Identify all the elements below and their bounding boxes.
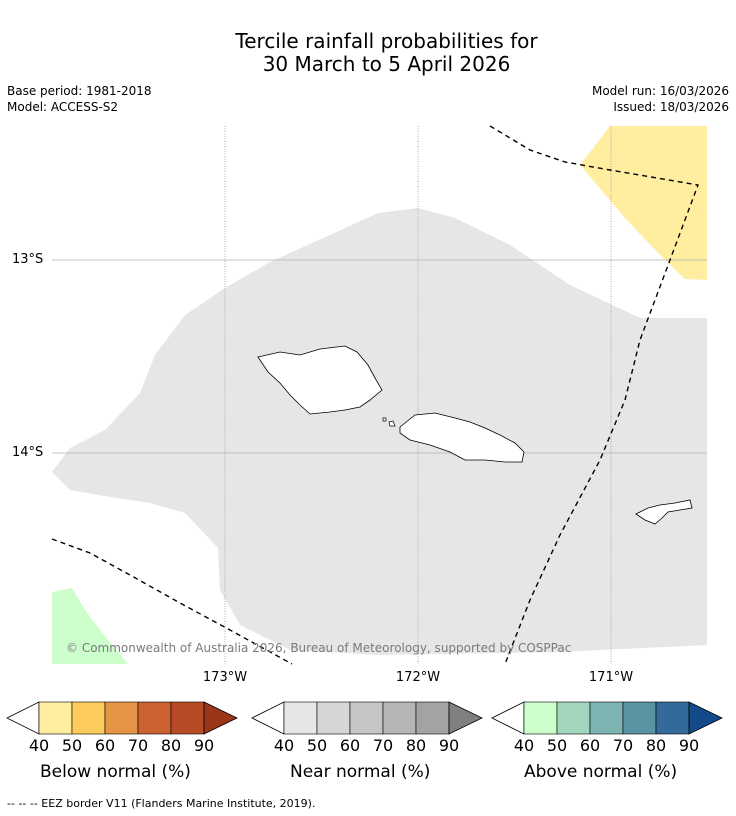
above-tick-label: 60 xyxy=(579,736,601,755)
above-colorbar-segment xyxy=(523,701,558,735)
near-tick-label: 60 xyxy=(339,736,361,755)
upolu-island-outline xyxy=(399,412,525,463)
lon-label-171w: 171°W xyxy=(588,670,634,685)
below-tick-label: 40 xyxy=(28,736,50,755)
near-colorbar-right-extend xyxy=(448,701,483,735)
meta-right: Model run: 16/03/2026 Issued: 18/03/2026 xyxy=(592,83,729,115)
eez-footnote: -- -- -- EEZ border V11 (Flanders Marine… xyxy=(7,797,316,810)
below-colorbar-segment xyxy=(71,701,106,735)
near-tick-label: 50 xyxy=(306,736,328,755)
below-tick-label: 90 xyxy=(193,736,215,755)
savaii-island-outline xyxy=(257,345,383,415)
copyright-notice: © Commonwealth of Australia 2026, Bureau… xyxy=(66,641,572,655)
above-colorbar-segment xyxy=(622,701,657,735)
below-colorbar-right-extend xyxy=(203,701,238,735)
lon-label-172w: 172°W xyxy=(395,670,441,685)
near-tick-label: 80 xyxy=(405,736,427,755)
lat-label-13s: 13°S xyxy=(12,252,44,267)
model-run: Model run: 16/03/2026 xyxy=(591,84,729,98)
near-tick-label: 90 xyxy=(438,736,460,755)
title-line-2: 30 March to 5 April 2026 xyxy=(262,52,511,76)
apolima-islet xyxy=(382,417,387,422)
below-normal-region xyxy=(580,126,707,280)
above-colorbar-segment xyxy=(589,701,624,735)
below-tick-label: 80 xyxy=(160,736,182,755)
near-colorbar-segment xyxy=(382,701,417,735)
lat-label-14s: 14°S xyxy=(12,445,44,460)
above-normal-region xyxy=(52,588,128,664)
below-tick-label: 70 xyxy=(127,736,149,755)
eez-border-north xyxy=(489,125,699,665)
below-colorbar-segment xyxy=(137,701,172,735)
issued-date: Issued: 18/03/2026 xyxy=(613,100,729,114)
title-line-1: Tercile rainfall probabilities for xyxy=(235,29,538,53)
below-normal-label: Below normal (%) xyxy=(40,762,191,782)
above-colorbar-right-extend xyxy=(688,701,723,735)
above-tick-label: 90 xyxy=(678,736,700,755)
below-colorbar-segment xyxy=(38,701,73,735)
above-normal-label: Above normal (%) xyxy=(524,762,678,782)
near-normal-label: Near normal (%) xyxy=(290,762,431,782)
below-colorbar-segment xyxy=(170,701,205,735)
meta-left: Base period: 1981-2018 Model: ACCESS-S2 xyxy=(7,83,152,115)
near-tick-label: 40 xyxy=(273,736,295,755)
above-tick-label: 40 xyxy=(513,736,535,755)
colorbar-near-normal xyxy=(251,701,483,735)
near-colorbar-segment xyxy=(415,701,450,735)
below-colorbar-segment xyxy=(104,701,139,735)
above-colorbar-segment xyxy=(556,701,591,735)
near-tick-label: 70 xyxy=(372,736,394,755)
near-colorbar-left-extend xyxy=(251,701,285,735)
below-tick-label: 60 xyxy=(94,736,116,755)
colorbar-above-normal xyxy=(491,701,723,735)
below-tick-label: 50 xyxy=(61,736,83,755)
manono-islet xyxy=(388,420,396,427)
above-tick-label: 50 xyxy=(546,736,568,755)
model-name: Model: ACCESS-S2 xyxy=(7,100,119,114)
near-colorbar-segment xyxy=(349,701,384,735)
above-tick-label: 70 xyxy=(612,736,634,755)
map-title: Tercile rainfall probabilities for 30 Ma… xyxy=(0,30,736,76)
near-colorbar-segment xyxy=(316,701,351,735)
lon-label-173w: 173°W xyxy=(202,670,248,685)
base-period: Base period: 1981-2018 xyxy=(7,84,152,98)
near-colorbar-segment xyxy=(283,701,318,735)
above-tick-label: 80 xyxy=(645,736,667,755)
tutuila-island-outline xyxy=(635,499,693,525)
above-colorbar-left-extend xyxy=(491,701,525,735)
above-colorbar-segment xyxy=(655,701,690,735)
colorbar-below-normal xyxy=(6,701,238,735)
below-colorbar-left-extend xyxy=(6,701,40,735)
map-panel xyxy=(51,125,707,665)
near-normal-region xyxy=(52,208,707,655)
